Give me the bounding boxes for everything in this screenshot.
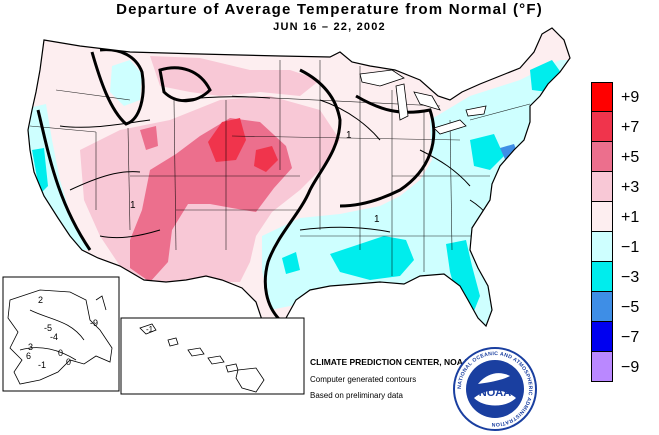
map-label: 1 — [346, 130, 352, 141]
alaska-label: 0 — [58, 348, 63, 358]
alaska-label: -4 — [50, 332, 58, 342]
state-borders — [29, 60, 531, 276]
zone-plus7-colorado — [208, 118, 246, 162]
legend-item: −7 — [591, 322, 659, 352]
zone-minus3-pacific — [32, 148, 48, 194]
legend-label: +9 — [621, 89, 640, 106]
legend-item: −1 — [591, 232, 659, 262]
zero-contours — [36, 48, 436, 322]
legend-swatch — [591, 82, 613, 112]
alaska-label: 3 — [28, 342, 33, 352]
great-lakes — [359, 69, 487, 135]
noaa-logo-text: NOAA — [479, 387, 511, 399]
alaska-label: -1 — [38, 360, 46, 370]
legend-swatch — [591, 232, 613, 262]
legend-swatch — [591, 292, 613, 322]
hawaii-inset: -1 — [120, 317, 305, 395]
legend-label: −5 — [621, 299, 640, 316]
alaska-label: 0 — [66, 357, 71, 367]
legend-item: −9 — [591, 352, 659, 382]
noaa-logo: NOAA NATIONAL OCEANIC AND ATMOSPHERIC AD… — [453, 347, 537, 431]
alaska-label: -5 — [44, 323, 52, 333]
legend-label: +3 — [621, 179, 640, 196]
legend-swatch — [591, 202, 613, 232]
legend-item: +3 — [591, 172, 659, 202]
zone-minus3-gulf — [330, 236, 414, 280]
conus-outline — [27, 27, 571, 331]
legend-item: +9 — [591, 82, 659, 112]
zone-minus3-carolinas — [470, 134, 504, 170]
alaska-label: 2 — [38, 295, 43, 305]
legend-item: −3 — [591, 262, 659, 292]
legend-label: −1 — [621, 239, 640, 256]
alaska-label: -9 — [90, 318, 98, 328]
legend-label: −9 — [621, 359, 640, 376]
legend-label: −3 — [621, 269, 640, 286]
map-label: 1 — [374, 214, 380, 225]
page-title: Departure of Average Temperature from No… — [116, 1, 543, 18]
zone-plus3-north — [150, 56, 320, 96]
legend-item: −5 — [591, 292, 659, 322]
legend-label: +7 — [621, 119, 640, 136]
legend-item: +1 — [591, 202, 659, 232]
conus-map: 1 1 1 — [27, 27, 571, 331]
zone-minus3-florida — [446, 240, 480, 316]
zone-minus1-montana — [110, 60, 142, 106]
alaska-label: 6 — [26, 351, 31, 361]
alaska-outline — [7, 289, 113, 385]
map-label: 1 — [130, 200, 136, 211]
legend-label: −7 — [621, 329, 640, 346]
legend-item: +7 — [591, 112, 659, 142]
alaska-inset: 2 -5 3 -4 6 0 0 -9 -1 — [2, 276, 120, 392]
zone-plus7-kansas — [254, 146, 278, 172]
date-range: JUN 16 – 22, 2002 — [273, 21, 386, 33]
hawaii-label: -1 — [146, 325, 154, 334]
legend-swatch — [591, 352, 613, 382]
zone-minus3-texas — [282, 252, 300, 274]
legend-swatch — [591, 172, 613, 202]
legend-swatch — [591, 142, 613, 172]
zone-plus5-idaho — [140, 126, 158, 150]
legend-swatch — [591, 112, 613, 142]
zone-plus5-southwest — [130, 118, 292, 282]
legend-item: +5 — [591, 142, 659, 172]
legend-swatch — [591, 322, 613, 352]
credit-method: Computer generated contours — [310, 375, 417, 384]
credit-data-note: Based on preliminary data — [310, 391, 403, 400]
credit-center: CLIMATE PREDICTION CENTER, NOAA — [310, 357, 469, 367]
legend-label: +1 — [621, 209, 640, 226]
legend-swatch — [591, 262, 613, 292]
legend-label: +5 — [621, 149, 640, 166]
